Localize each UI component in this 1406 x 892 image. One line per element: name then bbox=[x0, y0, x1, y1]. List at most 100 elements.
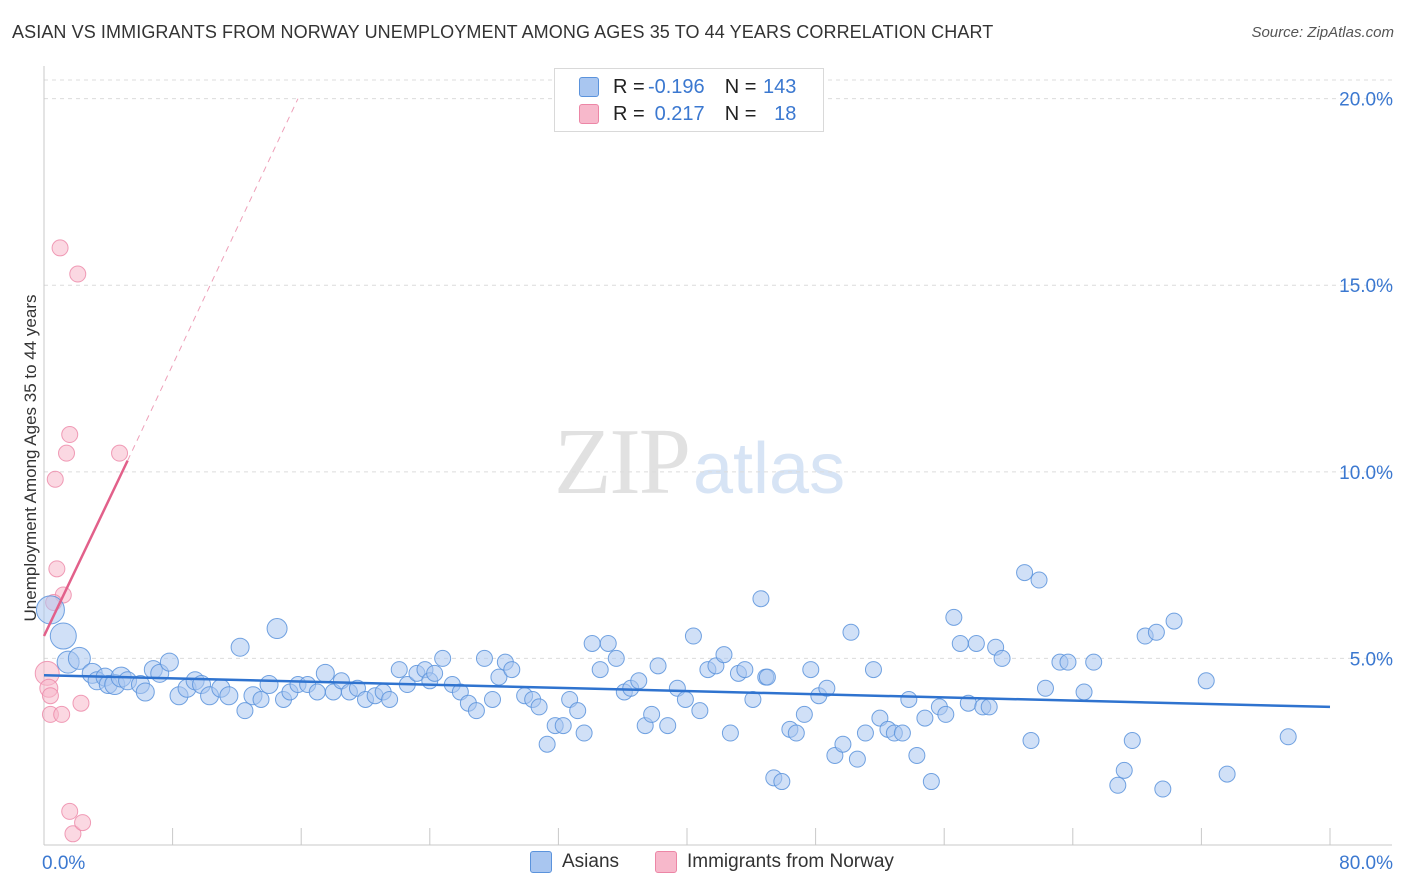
asian-point bbox=[259, 675, 279, 695]
asian-point bbox=[135, 682, 155, 702]
asian-point bbox=[1123, 732, 1141, 750]
norway-point bbox=[69, 265, 87, 283]
asians-swatch bbox=[530, 851, 552, 873]
asian-point bbox=[856, 724, 874, 742]
x-tick-label: 0.0% bbox=[42, 853, 85, 874]
asian-point bbox=[583, 634, 601, 652]
asian-points bbox=[35, 564, 1297, 798]
norway-point bbox=[53, 705, 71, 723]
asian-point bbox=[230, 637, 250, 657]
asian-point bbox=[1059, 653, 1077, 671]
asian-point bbox=[908, 746, 926, 764]
norway-point bbox=[74, 814, 92, 832]
series-legend: Asians Immigrants from Norway bbox=[0, 851, 1406, 879]
norway-point bbox=[51, 239, 69, 257]
legend-swatch-norway bbox=[579, 104, 599, 124]
legend-r-value: 0.217 bbox=[654, 102, 705, 125]
asian-point bbox=[49, 622, 77, 650]
asian-point bbox=[381, 690, 399, 708]
asian-point bbox=[569, 702, 587, 720]
legend-r-label: R = bbox=[613, 102, 645, 125]
asian-point bbox=[1115, 761, 1133, 779]
norway-trend-extension bbox=[127, 98, 299, 461]
y-tick-label: 5.0% bbox=[1350, 649, 1393, 670]
asian-point bbox=[483, 690, 501, 708]
asian-point bbox=[916, 709, 934, 727]
asian-point bbox=[993, 649, 1011, 667]
legend-n-value: 143 bbox=[763, 75, 797, 98]
grid-lines bbox=[44, 79, 1392, 659]
source-label: Source: ZipAtlas.com bbox=[1251, 24, 1394, 41]
asian-point bbox=[1147, 623, 1165, 641]
norway-point bbox=[61, 802, 79, 820]
y-tick-label: 15.0% bbox=[1339, 276, 1393, 297]
asian-point bbox=[607, 649, 625, 667]
asian-point bbox=[554, 717, 572, 735]
asian-point bbox=[773, 773, 791, 791]
norway-point bbox=[111, 444, 129, 462]
asian-point bbox=[1016, 564, 1034, 582]
asian-point bbox=[676, 690, 694, 708]
asian-point bbox=[721, 724, 739, 742]
norway-point bbox=[48, 560, 66, 578]
asian-point bbox=[538, 735, 556, 753]
norway-points bbox=[34, 239, 129, 843]
asian-point bbox=[834, 735, 852, 753]
norway-point bbox=[72, 694, 90, 712]
asian-point bbox=[1165, 612, 1183, 630]
asian-point bbox=[893, 724, 911, 742]
asian-point bbox=[967, 634, 985, 652]
asian-point bbox=[67, 646, 91, 670]
asian-point bbox=[315, 663, 335, 683]
series-legend-norway: Immigrants from Norway bbox=[655, 851, 894, 873]
asian-point bbox=[1075, 683, 1093, 701]
asian-point bbox=[900, 690, 918, 708]
y-tick-labels: 5.0% 10.0% 15.0% 20.0% bbox=[1339, 90, 1393, 671]
asian-point bbox=[1218, 765, 1236, 783]
asian-point bbox=[599, 634, 617, 652]
watermark-atlas: atlas bbox=[693, 429, 846, 509]
asian-point bbox=[159, 652, 179, 672]
asian-point bbox=[842, 623, 860, 641]
asian-point bbox=[659, 717, 677, 735]
norway-point bbox=[64, 825, 82, 843]
asian-point bbox=[945, 608, 963, 626]
legend-n-label: N = bbox=[724, 102, 757, 125]
asian-point bbox=[1109, 776, 1127, 794]
norway-swatch bbox=[655, 851, 677, 873]
asian-point bbox=[308, 683, 326, 701]
x-tick-label: 80.0% bbox=[1339, 853, 1393, 874]
asian-point bbox=[758, 668, 776, 686]
asian-point bbox=[1154, 780, 1172, 798]
asian-point bbox=[1022, 732, 1040, 750]
asian-point bbox=[922, 773, 940, 791]
asian-point bbox=[467, 702, 485, 720]
norway-trend-line bbox=[42, 460, 129, 637]
norway-point bbox=[61, 426, 79, 444]
chart-title: ASIAN VS IMMIGRANTS FROM NORWAY UNEMPLOY… bbox=[12, 22, 994, 42]
legend-n-label: N = bbox=[724, 75, 757, 98]
norway-point bbox=[46, 470, 64, 488]
asian-point bbox=[691, 702, 709, 720]
asian-point bbox=[490, 668, 508, 686]
asian-point bbox=[426, 664, 444, 682]
y-tick-label: 20.0% bbox=[1339, 90, 1393, 111]
norway-point bbox=[58, 444, 76, 462]
asian-point bbox=[684, 627, 702, 645]
asians-legend-label: Asians bbox=[562, 851, 620, 872]
asian-point bbox=[390, 661, 408, 679]
asian-point bbox=[1085, 653, 1103, 671]
asian-point bbox=[434, 649, 452, 667]
legend-r-label: R = bbox=[613, 75, 645, 98]
watermark-zip: ZIP bbox=[554, 410, 691, 514]
asian-point bbox=[951, 634, 969, 652]
asian-point bbox=[715, 646, 733, 664]
norway-legend-label: Immigrants from Norway bbox=[687, 851, 894, 872]
legend-r-value: -0.196 bbox=[647, 75, 705, 98]
asian-point bbox=[980, 698, 998, 716]
correlation-legend: R = -0.196 N = 143 R = 0.217 N = 18 bbox=[554, 68, 824, 132]
asian-point bbox=[787, 724, 805, 742]
watermark: ZIPatlas bbox=[554, 408, 845, 516]
asian-point bbox=[252, 690, 270, 708]
